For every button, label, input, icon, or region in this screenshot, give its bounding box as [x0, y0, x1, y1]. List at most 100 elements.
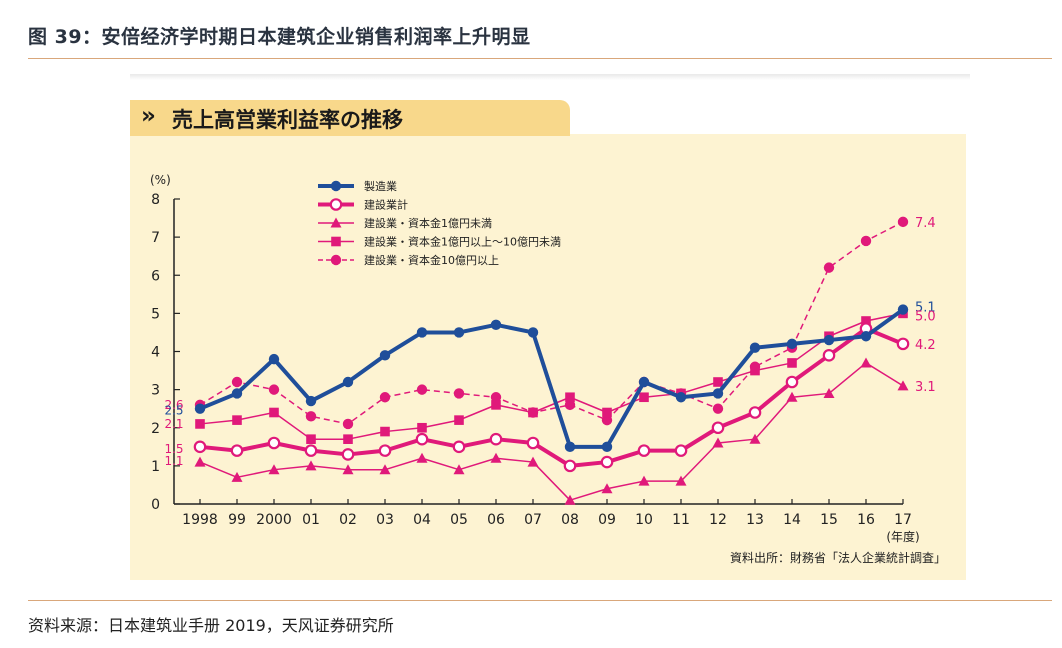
x-tick-label: 16 [857, 512, 875, 528]
series-2-point [749, 433, 761, 444]
series-2-point [379, 464, 391, 475]
series-3-point [861, 316, 871, 326]
series-2-point [860, 357, 872, 368]
series-2-point [823, 387, 835, 398]
top-shadow [130, 74, 970, 80]
y-tick-label: 5 [151, 306, 160, 322]
series-0-point [490, 319, 502, 331]
series-3-point [195, 419, 205, 429]
x-tick-label: 99 [228, 512, 246, 528]
panel-title: 売上高営業利益率の推移 [172, 108, 403, 132]
series-3-point [602, 407, 612, 418]
series-2-point [897, 380, 909, 391]
series-0-point [823, 334, 835, 346]
series-3-point [787, 358, 797, 368]
series-1-point [230, 444, 244, 457]
end-data-label: 7.4 [915, 216, 936, 231]
series-1-point [563, 459, 577, 473]
x-tick-label: 1998 [182, 512, 218, 528]
series-1-point [267, 436, 281, 450]
start-data-label: 2.5 [164, 404, 183, 418]
series-2-point [416, 452, 428, 463]
series-3-point [417, 422, 427, 433]
legend-label: 建設業・資本金1億円以上～10億円未満 [364, 235, 561, 249]
series-1-point [785, 375, 799, 389]
legend-swatch-marker [330, 254, 342, 266]
series-0-point [786, 338, 798, 350]
source-note: 资料来源：日本建筑业手册 2019，天风证券研究所 [28, 616, 394, 635]
series-3-point [713, 377, 723, 387]
series-3-point [639, 392, 649, 403]
series-0-point [231, 388, 243, 399]
series-line-4 [199, 221, 904, 425]
series-3-point [528, 407, 538, 418]
y-tick-label: 4 [151, 345, 160, 361]
series-4-point [305, 411, 317, 422]
start-data-label: 1.5 [164, 442, 183, 456]
series-1-point [452, 440, 466, 454]
series-1-point [378, 444, 392, 457]
x-tick-label: 06 [487, 512, 505, 528]
x-tick-label: 07 [524, 512, 542, 528]
series-2-point [675, 475, 687, 486]
series-1-point [674, 444, 688, 457]
series-line-0 [199, 307, 905, 449]
series-1-point [822, 349, 836, 362]
series-line-3 [199, 312, 904, 440]
end-data-label: 4.2 [915, 338, 936, 353]
y-tick-label: 6 [151, 268, 160, 284]
y-tick-label: 2 [151, 421, 160, 437]
series-2-point [231, 471, 243, 482]
series-4-point [490, 392, 502, 403]
legend-swatch-marker [330, 180, 342, 192]
series-3-point [306, 434, 316, 444]
series-4-point [342, 418, 354, 430]
series-0-point [416, 327, 428, 338]
series-3-point [454, 415, 464, 425]
series-1-point [711, 421, 725, 435]
legend-label: 製造業 [364, 179, 397, 193]
end-data-label: 3.1 [915, 380, 936, 395]
series-4-point [268, 384, 280, 395]
series-0-point [712, 388, 724, 399]
series-0-point [638, 376, 650, 388]
series-3-point [565, 392, 575, 403]
figure-title: 图 39：安倍经济学时期日本建筑企业销售利润率上升明显 [28, 26, 531, 48]
series-3-point [343, 434, 353, 444]
series-3-point [269, 407, 279, 418]
series-4-point [897, 216, 909, 228]
series-1-point [415, 432, 429, 446]
bottom-divider [28, 600, 1052, 601]
series-0-point [897, 304, 909, 315]
y-tick-label: 7 [151, 230, 160, 246]
series-1-point [304, 444, 318, 457]
series-2-point [638, 475, 650, 486]
series-0-point [342, 376, 354, 388]
series-4-point [712, 403, 724, 414]
series-3-point [232, 415, 242, 425]
series-4-point [823, 262, 835, 273]
start-data-label: 2.6 [164, 398, 183, 412]
series-1-point [637, 444, 651, 457]
series-4-point [564, 399, 576, 411]
x-tick-label: 09 [598, 512, 616, 528]
series-3-point [750, 365, 760, 376]
series-line-2 [199, 362, 904, 501]
legend-label: 建設業・資本金1億円未満 [364, 216, 492, 230]
series-0-point [564, 441, 576, 453]
series-2-point [268, 464, 280, 475]
series-4-point [231, 376, 243, 388]
legend-label: 建設業計 [364, 198, 408, 212]
series-2-point [490, 452, 502, 463]
series-0-point [379, 350, 391, 361]
legend-swatch-marker [330, 217, 342, 228]
series-2-point [564, 494, 576, 505]
series-0-point [194, 403, 206, 414]
series-3-point [380, 426, 390, 437]
series-2-point [527, 456, 539, 467]
x-tick-label: 02 [339, 512, 357, 528]
series-2-point [601, 483, 613, 494]
y-tick-label: 0 [151, 497, 160, 513]
series-0-point [675, 392, 687, 403]
